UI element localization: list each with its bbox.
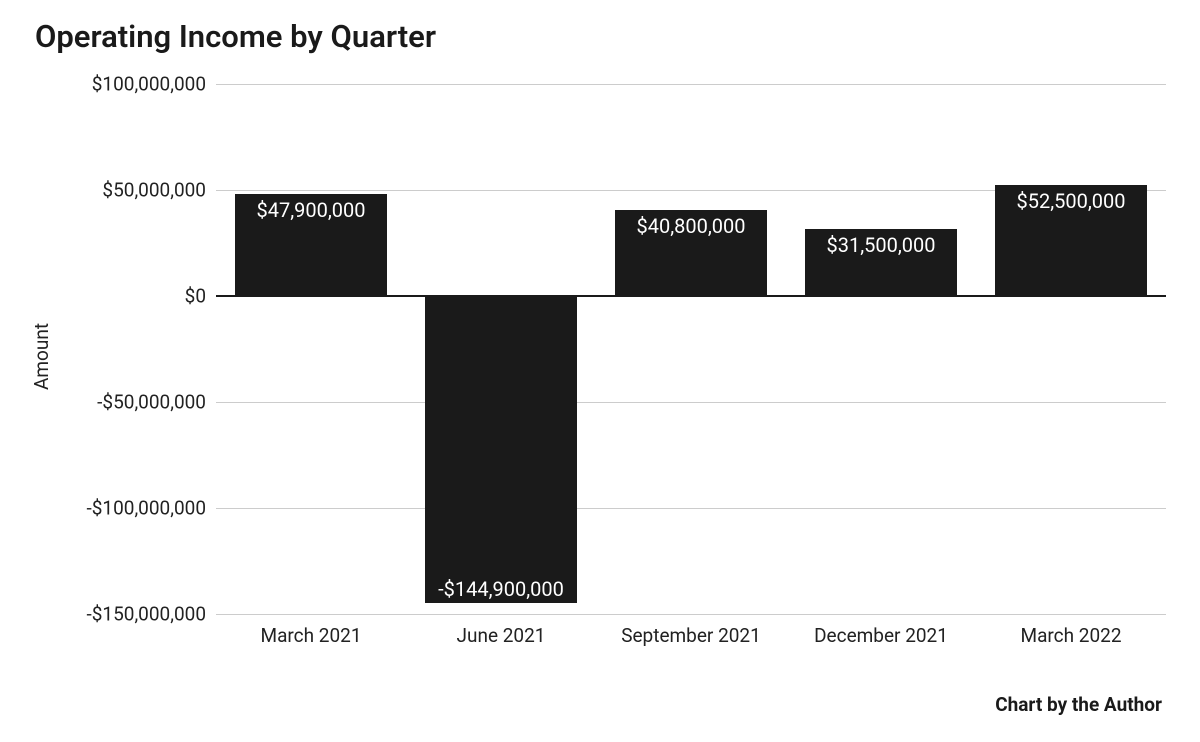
y-tick-label: $100,000,000 [6,73,206,96]
y-tick-label: -$150,000,000 [6,603,206,626]
x-tick-label: June 2021 [425,624,577,647]
x-tick-label: December 2021 [805,624,957,647]
y-tick-label: -$50,000,000 [6,391,206,414]
chart-credit: Chart by the Author [995,693,1162,716]
y-tick-label: -$100,000,000 [6,497,206,520]
gridline [216,84,1166,85]
y-axis-title: Amount [30,323,53,390]
gridline [216,402,1166,403]
y-tick-label: $0 [6,285,206,308]
gridline [216,508,1166,509]
bar-value-label: $47,900,000 [256,198,365,222]
chart-title: Operating Income by Quarter [35,18,436,55]
plot-area: $100,000,000$50,000,000$0-$50,000,000-$1… [216,84,1166,614]
y-tick-label: $50,000,000 [6,179,206,202]
bar-value-label: $40,800,000 [636,214,745,238]
bar-value-label: $31,500,000 [826,233,935,257]
bar [425,296,577,603]
gridline [216,614,1166,615]
x-tick-label: September 2021 [615,624,767,647]
bar-value-label: $52,500,000 [1016,189,1125,213]
x-tick-label: March 2022 [995,624,1147,647]
bar-value-label: -$144,900,000 [438,577,564,601]
x-tick-label: March 2021 [235,624,387,647]
